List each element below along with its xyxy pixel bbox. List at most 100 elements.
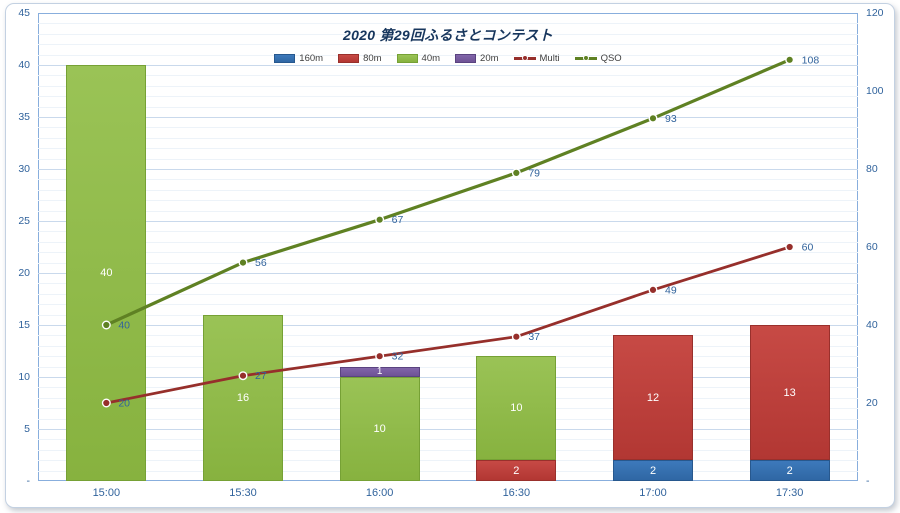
y-axis-tick-right: 100 (866, 85, 884, 97)
bar-segment-160m: 2 (749, 460, 830, 481)
bar-value-label: 10 (373, 423, 386, 435)
gridline-minor (38, 210, 858, 212)
bar-value-label: 12 (646, 391, 660, 404)
gridline-minor (38, 231, 858, 233)
gridline-minor (38, 75, 858, 77)
gridline-minor (38, 439, 858, 441)
gridline-minor (38, 189, 858, 191)
gridline-minor (38, 262, 858, 264)
gridline-minor (38, 96, 858, 98)
gridline-minor (38, 33, 858, 35)
gridline-minor (38, 23, 858, 25)
bar-segment-40m: 40 (66, 65, 147, 481)
gridline-minor (38, 283, 858, 285)
gridline-minor (38, 179, 858, 181)
y-axis-tick-right: 120 (866, 7, 884, 19)
gridline-major (38, 117, 858, 118)
bar-value-label: 2 (649, 464, 657, 477)
y-axis-tick-left: 5 (24, 423, 30, 435)
gridline-minor (38, 408, 858, 410)
legend-label: 80m (363, 52, 382, 64)
gridline-minor (38, 366, 858, 368)
gridline-major (38, 325, 858, 326)
gridline-minor (38, 335, 858, 337)
legend-item-multi: Multi (513, 52, 560, 64)
legend-item-20m: 20m (455, 52, 499, 64)
gridline-minor (38, 127, 858, 129)
y-axis-tick-left: 25 (18, 215, 30, 227)
bar-segment-80m: 13 (749, 325, 830, 461)
gridline-minor (38, 418, 858, 420)
legend-item-80m: 80m (338, 52, 382, 64)
gridline-minor (38, 470, 858, 472)
gridline-minor (38, 356, 858, 358)
y-axis-tick-left: 20 (18, 267, 30, 279)
x-axis-label: 15:30 (229, 487, 257, 499)
bar-value-label: 2 (513, 464, 520, 477)
y-axis-tick-left: 10 (18, 371, 30, 383)
gridline-major (38, 273, 858, 274)
bar-segment-20m: 1 (339, 366, 420, 378)
bar-segment-80m: 12 (613, 335, 693, 461)
chart-title: 2020 第29回ふるさとコンテスト (342, 27, 553, 43)
legend-label: 160m (299, 52, 324, 64)
x-axis-label: 17:00 (639, 487, 667, 499)
gridline-minor (38, 449, 858, 451)
legend: 160m 80m 40m 20m Multi QSO (38, 51, 858, 65)
legend-swatch-80m (338, 53, 360, 63)
y-axis-tick-right: 80 (866, 163, 878, 175)
bar-value-label: 1 (376, 366, 383, 378)
gridline-minor (38, 304, 858, 306)
gridline-major (38, 429, 858, 430)
gridline-minor (38, 85, 858, 87)
gridline-minor (38, 397, 858, 399)
y-axis-tick-right: 40 (866, 319, 878, 331)
x-axis-label: 16:00 (365, 487, 394, 499)
gridline-major (38, 377, 858, 378)
legend-label: 20m (480, 52, 499, 64)
gridline-minor (38, 387, 858, 389)
bar-segment-40m: 16 (203, 314, 283, 481)
gridline-major (38, 169, 858, 170)
y-axis-tick-left: 35 (18, 111, 30, 123)
bar-value-label: 10 (510, 402, 523, 415)
gridline-minor (38, 148, 858, 150)
gridline-minor (38, 44, 858, 46)
gridline-minor (38, 293, 858, 295)
bar-value-label: 2 (786, 464, 793, 477)
legend-label: 40m (421, 52, 441, 64)
x-axis-label: 16:30 (502, 487, 531, 499)
gridline-minor (38, 314, 858, 316)
legend-swatch-qso (574, 54, 597, 63)
y-axis-tick-left: 40 (18, 59, 30, 71)
bar-segment-40m: 10 (476, 356, 557, 461)
x-axis-label: 15:00 (92, 487, 121, 499)
legend-swatch-40m (396, 53, 418, 63)
bar-value-label: 16 (236, 391, 250, 404)
y-axis-tick-left: 30 (18, 163, 30, 175)
gridline-minor (38, 158, 858, 160)
bar-value-label: 13 (783, 386, 796, 399)
legend-item-40m: 40m (396, 52, 441, 64)
gridline-minor (38, 345, 858, 347)
bar-segment-80m: 2 (476, 460, 557, 481)
gridline-minor (38, 200, 858, 202)
bar-segment-160m: 2 (613, 460, 693, 481)
y-axis-tick-right: - (866, 475, 870, 487)
y-axis-tick-right: 20 (866, 397, 878, 409)
gridline-major (38, 221, 858, 222)
plot-area (38, 13, 858, 481)
legend-swatch-160m (274, 53, 296, 63)
y-axis-tick-left: 45 (18, 7, 30, 19)
legend-label: QSO (600, 52, 622, 64)
gridline-minor (38, 137, 858, 139)
y-axis-tick-left: 15 (18, 319, 30, 331)
gridline-minor (38, 54, 858, 56)
gridline-major (38, 65, 858, 66)
gridline-minor (38, 460, 858, 462)
legend-label: Multi (539, 52, 560, 64)
gridline-minor (38, 106, 858, 108)
y-axis-tick-left: - (26, 475, 31, 487)
gridline-minor (38, 241, 858, 243)
